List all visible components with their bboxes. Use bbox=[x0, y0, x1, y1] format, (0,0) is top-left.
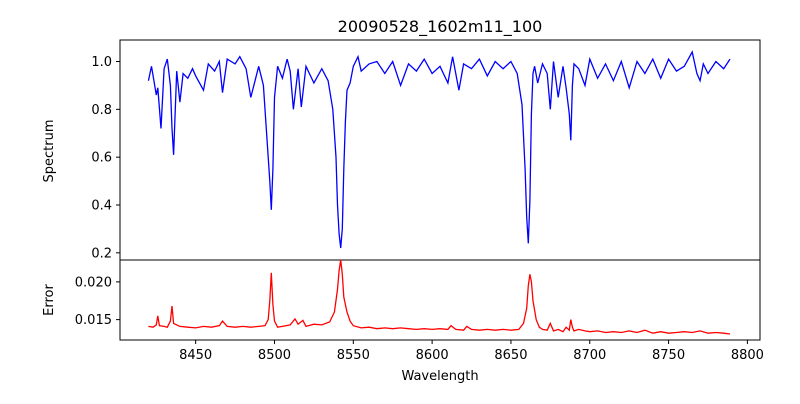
x-tick-label: 8700 bbox=[573, 348, 606, 363]
x-tick-label: 8600 bbox=[416, 348, 449, 363]
x-tick-label: 8450 bbox=[179, 348, 212, 363]
error-y-axis-label: Error bbox=[42, 284, 57, 316]
error-y-axis: 0.015 0.020 bbox=[75, 275, 120, 328]
x-axis-label: Wavelength bbox=[401, 369, 478, 384]
y-tick-label: 0.015 bbox=[75, 313, 112, 328]
x-tick-label: 8500 bbox=[258, 348, 291, 363]
spectrum-y-axis: 0.2 0.4 0.6 0.8 1.0 bbox=[91, 55, 120, 261]
x-tick-label: 8750 bbox=[652, 348, 685, 363]
error-axes-frame bbox=[119, 259, 761, 341]
x-tick-label: 8650 bbox=[494, 348, 527, 363]
y-tick-label: 0.4 bbox=[91, 199, 112, 214]
y-tick-label: 0.6 bbox=[91, 151, 112, 166]
chart-title: 20090528_1602m11_100 bbox=[338, 17, 543, 37]
y-tick-label: 1.0 bbox=[91, 55, 112, 70]
spectrum-panel: 0.2 0.4 0.6 0.8 1.0 Spectrum bbox=[42, 39, 761, 261]
spectrum-series-line bbox=[147, 50, 731, 249]
y-tick-label: 0.2 bbox=[91, 246, 112, 261]
x-tick-label: 8550 bbox=[337, 348, 370, 363]
y-tick-label: 0.8 bbox=[91, 103, 112, 118]
spectrum-y-axis-label: Spectrum bbox=[42, 120, 57, 183]
y-tick-label: 0.020 bbox=[75, 275, 112, 290]
error-series-line bbox=[148, 259, 731, 335]
error-x-axis: 8450 8500 8550 8600 8650 8700 8750 8800 bbox=[179, 340, 764, 363]
x-tick-label: 8800 bbox=[731, 348, 764, 363]
